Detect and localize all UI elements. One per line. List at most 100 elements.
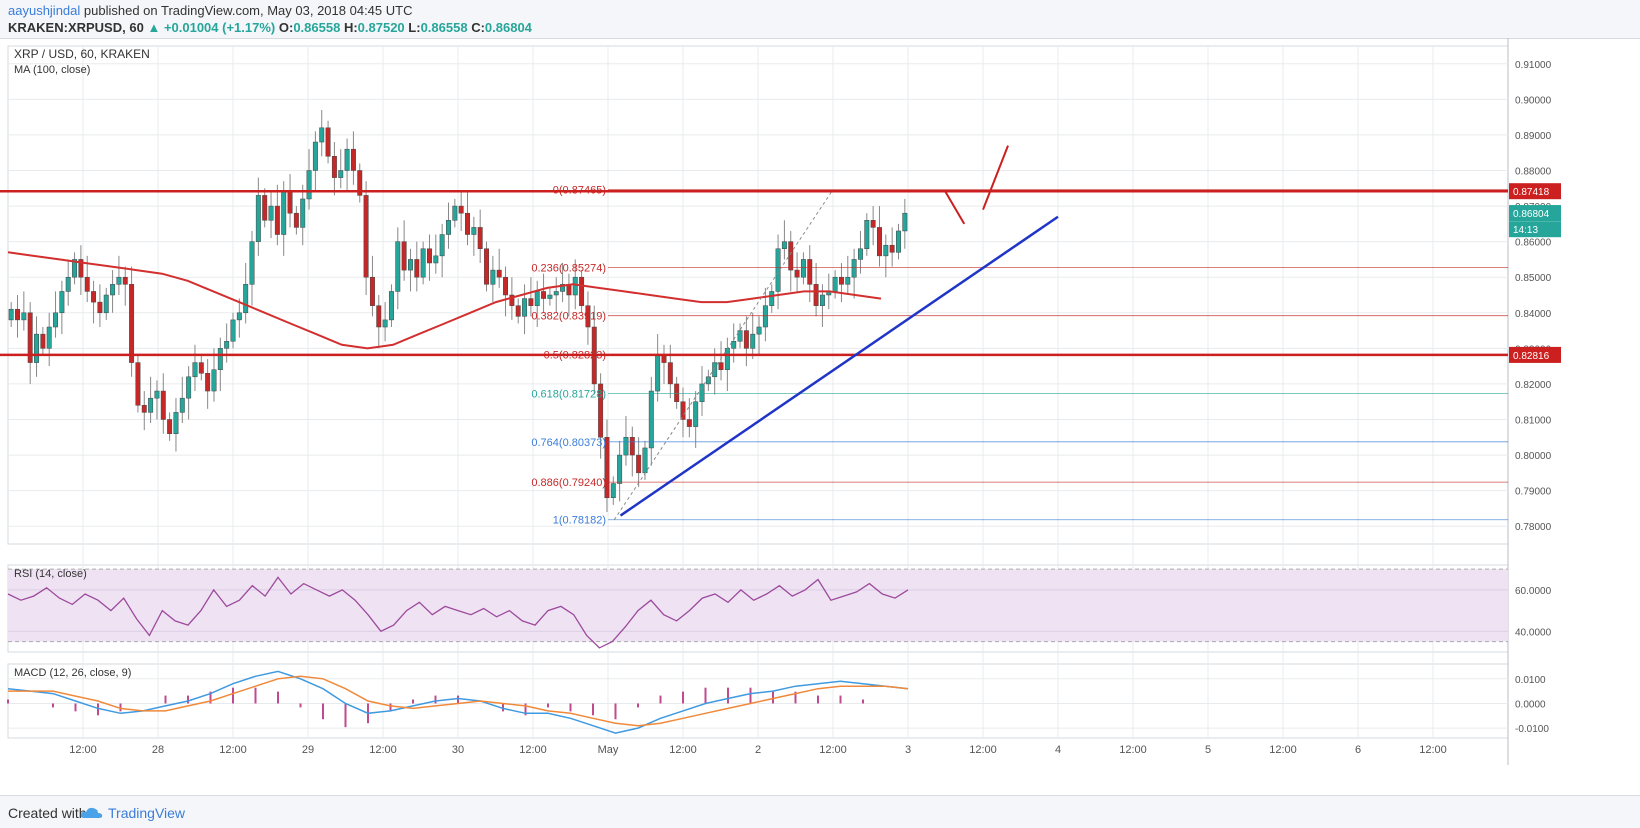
candle-up: [420, 248, 426, 278]
candle-down: [629, 437, 635, 456]
rsi-band: [8, 569, 1508, 642]
candle-up: [655, 355, 661, 392]
low-label: L:: [408, 20, 421, 35]
low-value: 0.86558: [420, 20, 468, 35]
candle-up: [249, 241, 255, 285]
candle-down: [401, 241, 407, 271]
candle-up: [522, 298, 528, 317]
price-tick-label: 0.78000: [1515, 522, 1552, 533]
candle-down: [667, 362, 673, 385]
candle-down: [129, 284, 135, 363]
current-price-label: 14:13: [1513, 225, 1538, 236]
fib-level-label: 0.236(0.85274): [531, 262, 606, 274]
time-tick-label: 4: [1055, 744, 1061, 756]
candle-up: [623, 437, 629, 456]
candle-up: [388, 291, 394, 321]
candle-up: [110, 284, 116, 296]
candle-down: [807, 259, 813, 285]
candle-down: [357, 170, 363, 196]
rsi-tick-label: 40.0000: [1515, 627, 1552, 638]
candle-down: [838, 276, 844, 285]
candle-down: [598, 383, 604, 438]
price-tick-label: 0.88000: [1515, 167, 1552, 178]
candle-up: [693, 401, 699, 427]
fib-level-label: 0.764(0.80373): [531, 437, 606, 449]
candle-up: [211, 369, 217, 392]
price-tick-label: 0.80000: [1515, 451, 1552, 462]
price-tick-label: 0.91000: [1515, 60, 1552, 71]
chart-footer: Created with TradingView: [0, 795, 1640, 828]
candle-up: [610, 483, 616, 499]
candle-down: [503, 276, 509, 296]
candle-down: [496, 269, 502, 278]
candle-down: [262, 195, 268, 221]
candle-up: [281, 191, 287, 235]
candle-up: [471, 227, 477, 235]
candle-down: [141, 405, 147, 413]
candle-up: [382, 319, 388, 328]
publish-info: aayushjindal published on TradingView.co…: [8, 3, 412, 19]
ma-100-line: [7, 251, 882, 350]
chart-canvas[interactable]: 12:00 28 12:00 29 12:00 30 12:00 May 12:00 2 12:00…: [0, 38, 1640, 795]
author-link[interactable]: aayushjindal: [8, 3, 81, 18]
candle-up: [255, 195, 261, 242]
candle-up: [775, 248, 781, 292]
candle-up: [433, 255, 439, 264]
candle-down: [40, 333, 46, 349]
candle-up: [642, 447, 648, 474]
candle-up: [762, 305, 768, 328]
candle-down: [889, 244, 895, 253]
candle-up: [883, 244, 889, 257]
candle-up: [705, 376, 711, 385]
time-tick-label: 6: [1355, 744, 1361, 756]
time-tick-label: 28: [152, 744, 164, 756]
price-tick-label: 0.84000: [1515, 309, 1552, 320]
time-tick-label: 12:00: [1119, 744, 1147, 756]
rsi-line: [7, 576, 909, 649]
candle-down: [293, 212, 299, 228]
candle-up: [312, 141, 318, 171]
candle-down: [788, 241, 794, 271]
candle-up: [712, 362, 718, 378]
macd-signal-line: [8, 675, 909, 727]
candle-up: [186, 376, 192, 399]
tradingview-brand[interactable]: TradingView: [108, 805, 186, 821]
current-price-label: 0.86804: [1513, 209, 1550, 220]
time-tick-label: 12:00: [69, 744, 97, 756]
candle-up: [34, 333, 39, 363]
macd-tick-label: -0.0100: [1515, 724, 1549, 735]
time-tick-label: 30: [452, 744, 464, 756]
candle-up: [268, 205, 274, 221]
candle-up: [896, 230, 901, 253]
time-tick-label: 12:00: [219, 744, 247, 756]
symbol-line: KRAKEN:XRPUSD, 60: [8, 20, 144, 35]
candle-up: [179, 397, 185, 413]
candle-up: [236, 312, 242, 321]
candle-down: [205, 373, 211, 392]
candle-up: [319, 127, 325, 143]
candle-up: [59, 291, 65, 314]
ohlc-line: KRAKEN:XRPUSD, 60 ▲ +0.01004 (+1.17%) O:…: [8, 20, 532, 36]
candle-down: [84, 276, 90, 292]
candle-down: [674, 383, 680, 402]
candle-down: [363, 195, 369, 278]
candle-down: [585, 305, 591, 328]
change-value: +0.01004 (+1.17%): [163, 20, 276, 35]
candle-down: [528, 298, 534, 306]
level-price-tag: [1509, 346, 1561, 363]
price-tick-label: 0.90000: [1515, 95, 1552, 106]
candle-up: [490, 269, 496, 285]
candle-down: [274, 205, 280, 235]
candle-up: [395, 241, 401, 292]
candle-up: [148, 397, 154, 413]
close-value: 0.86804: [484, 20, 532, 35]
candle-down: [78, 259, 84, 278]
fib-level-label: 1(0.78182): [553, 515, 606, 527]
candle-up: [857, 248, 863, 260]
candle-up: [617, 454, 623, 484]
open-label: O:: [278, 20, 294, 35]
bullish-trendline: [619, 215, 1059, 517]
candle-up: [724, 348, 730, 370]
candle-up: [306, 170, 312, 200]
candle-down: [661, 355, 667, 363]
